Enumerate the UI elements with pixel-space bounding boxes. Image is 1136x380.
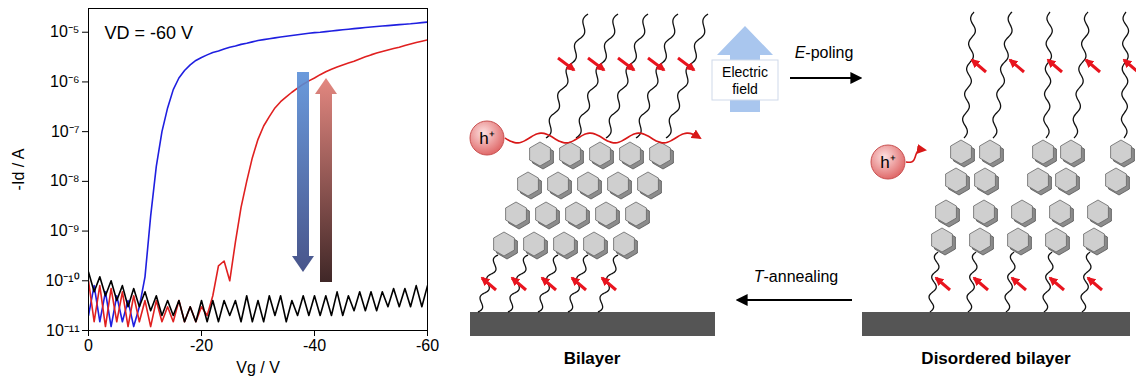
svg-text:VD = -60 V: VD = -60 V xyxy=(105,23,194,43)
svg-text:Electric: Electric xyxy=(722,64,768,80)
svg-text:T-annealing: T-annealing xyxy=(754,268,839,285)
svg-text:h⁺: h⁺ xyxy=(479,129,494,148)
svg-text:Bilayer: Bilayer xyxy=(564,349,621,368)
svg-text:10⁻⁵: 10⁻⁵ xyxy=(50,23,79,40)
svg-text:E-poling: E-poling xyxy=(795,44,854,61)
svg-text:0: 0 xyxy=(84,337,93,354)
svg-text:10⁻⁹: 10⁻⁹ xyxy=(50,222,80,239)
svg-text:10⁻¹⁰: 10⁻¹⁰ xyxy=(45,272,79,289)
svg-text:field: field xyxy=(732,81,758,97)
svg-text:10⁻⁶: 10⁻⁶ xyxy=(50,73,79,90)
svg-text:Disordered bilayer: Disordered bilayer xyxy=(921,349,1071,368)
svg-text:10⁻⁷: 10⁻⁷ xyxy=(51,123,80,140)
svg-text:-40: -40 xyxy=(303,337,326,354)
svg-text:-20: -20 xyxy=(190,337,213,354)
svg-text:10⁻¹¹: 10⁻¹¹ xyxy=(46,322,79,339)
svg-text:-Id / A: -Id / A xyxy=(10,148,27,190)
svg-text:Vg / V: Vg / V xyxy=(236,359,280,376)
svg-text:10⁻⁸: 10⁻⁸ xyxy=(50,172,80,189)
svg-text:h⁺: h⁺ xyxy=(880,153,895,172)
svg-text:-60: -60 xyxy=(416,337,439,354)
